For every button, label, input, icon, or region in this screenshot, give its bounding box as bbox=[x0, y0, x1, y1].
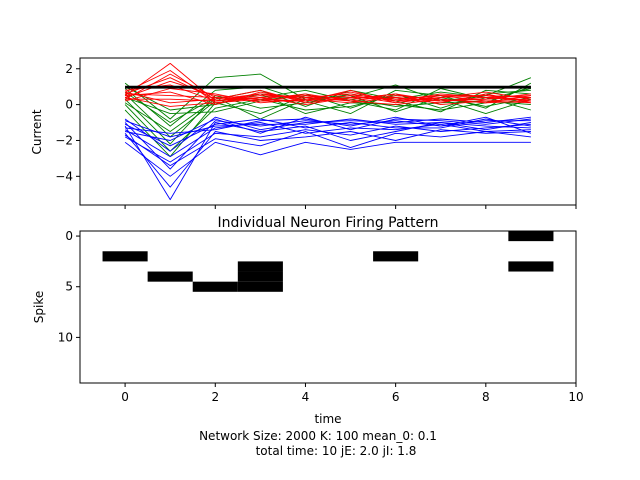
spike-cell-5 bbox=[237, 281, 283, 292]
spike-cell-4 bbox=[237, 271, 283, 282]
spike-y-tick-label-0: 0 bbox=[65, 229, 73, 243]
inhibitory-trace-0 bbox=[124, 122, 531, 201]
excitatory-trace-10 bbox=[124, 91, 531, 106]
footer-line-1: Network Size: 2000 K: 100 mean_0: 0.1 bbox=[199, 429, 437, 443]
current-plot: 2 0 −2 −4 Current bbox=[30, 57, 577, 209]
current-y-tick-label-3: −4 bbox=[55, 169, 73, 183]
spike-ticks: 0 2 4 6 8 10 0 5 10 bbox=[58, 229, 584, 404]
excitatory-trace-8 bbox=[125, 93, 531, 106]
spike-cell-7 bbox=[508, 231, 554, 242]
spike-plot-frame bbox=[79, 230, 577, 384]
spike-cell-0 bbox=[102, 251, 148, 262]
spike-plot-title: Individual Neuron Firing Pattern bbox=[217, 215, 438, 231]
current-y-tick-label-1: 0 bbox=[65, 98, 73, 112]
spike-x-tick-label-0: 0 bbox=[121, 390, 129, 404]
footer-line-2: total time: 10 jE: 2.0 jI: 1.8 bbox=[256, 444, 417, 458]
current-y-axis-label: Current bbox=[30, 109, 44, 154]
current-traces bbox=[124, 62, 532, 201]
spike-x-tick-label-1: 2 bbox=[211, 390, 219, 404]
spike-plot: Individual Neuron Firing Pattern 0 2 4 6 8 10… bbox=[32, 215, 584, 426]
excitatory-trace-9 bbox=[125, 95, 531, 106]
current-y-tick-label-0: 2 bbox=[65, 62, 73, 76]
spike-x-tick-label-2: 4 bbox=[302, 390, 310, 404]
spike-cell-3 bbox=[237, 261, 283, 272]
excitatory-trace-7 bbox=[125, 89, 531, 106]
excitatory-trace-11 bbox=[125, 95, 531, 107]
spike-x-tick-label-4: 8 bbox=[482, 390, 490, 404]
current-y-tick-label-2: −2 bbox=[55, 133, 73, 147]
spike-x-axis-label: time bbox=[314, 412, 341, 426]
spike-cell-8 bbox=[508, 261, 554, 272]
spike-y-tick-label-1: 5 bbox=[65, 280, 73, 294]
inhibitory-trace-11 bbox=[124, 131, 531, 167]
spike-x-tick-label-5: 10 bbox=[568, 390, 583, 404]
inhibitory-trace-4 bbox=[124, 123, 531, 163]
spike-cell-2 bbox=[192, 281, 238, 292]
spike-cells bbox=[102, 231, 554, 292]
inhibitory-trace-10 bbox=[125, 116, 532, 134]
spike-y-tick-label-2: 10 bbox=[58, 330, 73, 344]
inhibitory-trace-2 bbox=[124, 141, 531, 177]
inhibitory-trace-5 bbox=[124, 122, 531, 158]
current-ticks: 2 0 −2 −4 bbox=[55, 62, 577, 209]
inhibitory-trace-7 bbox=[124, 118, 531, 147]
spike-cell-6 bbox=[373, 251, 419, 262]
inhibitory-trace-8 bbox=[125, 116, 531, 141]
spike-cell-1 bbox=[147, 271, 193, 282]
external-trace-9 bbox=[124, 86, 532, 115]
current-plot-frame bbox=[79, 57, 577, 206]
spike-y-axis-label: Spike bbox=[32, 291, 46, 323]
spike-x-tick-label-3: 6 bbox=[392, 390, 400, 404]
